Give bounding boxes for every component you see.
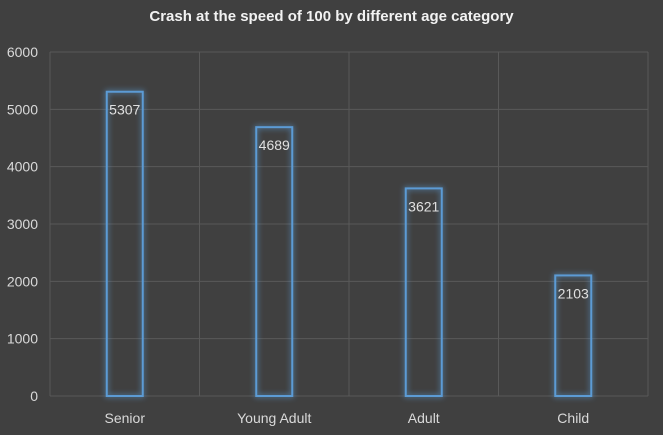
labels: 0 1000 2000 3000 4000 5000 6000 5307 Senior 4689 Y… bbox=[7, 44, 589, 426]
chart-title: Crash at the speed of 100 by different a… bbox=[149, 8, 514, 25]
y-tick-label: 4000 bbox=[7, 159, 38, 175]
y-tick-label: 0 bbox=[30, 388, 38, 404]
y-tick-label: 6000 bbox=[7, 44, 38, 60]
bar-young-adult bbox=[255, 126, 294, 397]
gridlines bbox=[49, 51, 649, 397]
bars bbox=[105, 90, 593, 398]
bar-adult bbox=[404, 187, 443, 397]
x-tick-label: Child bbox=[557, 410, 589, 426]
x-tick-label: Young Adult bbox=[237, 410, 311, 426]
x-tick-label: Senior bbox=[105, 410, 146, 426]
y-tick-label: 5000 bbox=[7, 101, 38, 117]
data-label: 3621 bbox=[408, 198, 439, 214]
data-label: 5307 bbox=[109, 102, 140, 118]
y-tick-label: 1000 bbox=[7, 331, 38, 347]
data-label: 2103 bbox=[558, 285, 589, 301]
bar-senior bbox=[105, 90, 144, 398]
bar-child bbox=[554, 274, 593, 398]
x-tick-label: Adult bbox=[408, 410, 440, 426]
data-label: 4689 bbox=[259, 137, 290, 153]
y-tick-label: 3000 bbox=[7, 216, 38, 232]
y-tick-label: 2000 bbox=[7, 273, 38, 289]
